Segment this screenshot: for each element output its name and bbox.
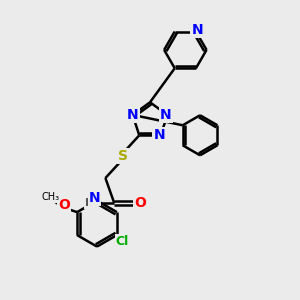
Text: N: N <box>160 108 172 122</box>
Text: N: N <box>89 191 100 205</box>
Text: O: O <box>134 196 146 210</box>
Text: N: N <box>192 23 203 37</box>
Text: N: N <box>153 128 165 142</box>
Text: N: N <box>127 108 139 122</box>
Text: CH₃: CH₃ <box>41 192 60 203</box>
Text: H: H <box>85 198 94 208</box>
Text: S: S <box>118 149 128 163</box>
Text: Cl: Cl <box>116 235 129 248</box>
Text: O: O <box>58 198 70 212</box>
